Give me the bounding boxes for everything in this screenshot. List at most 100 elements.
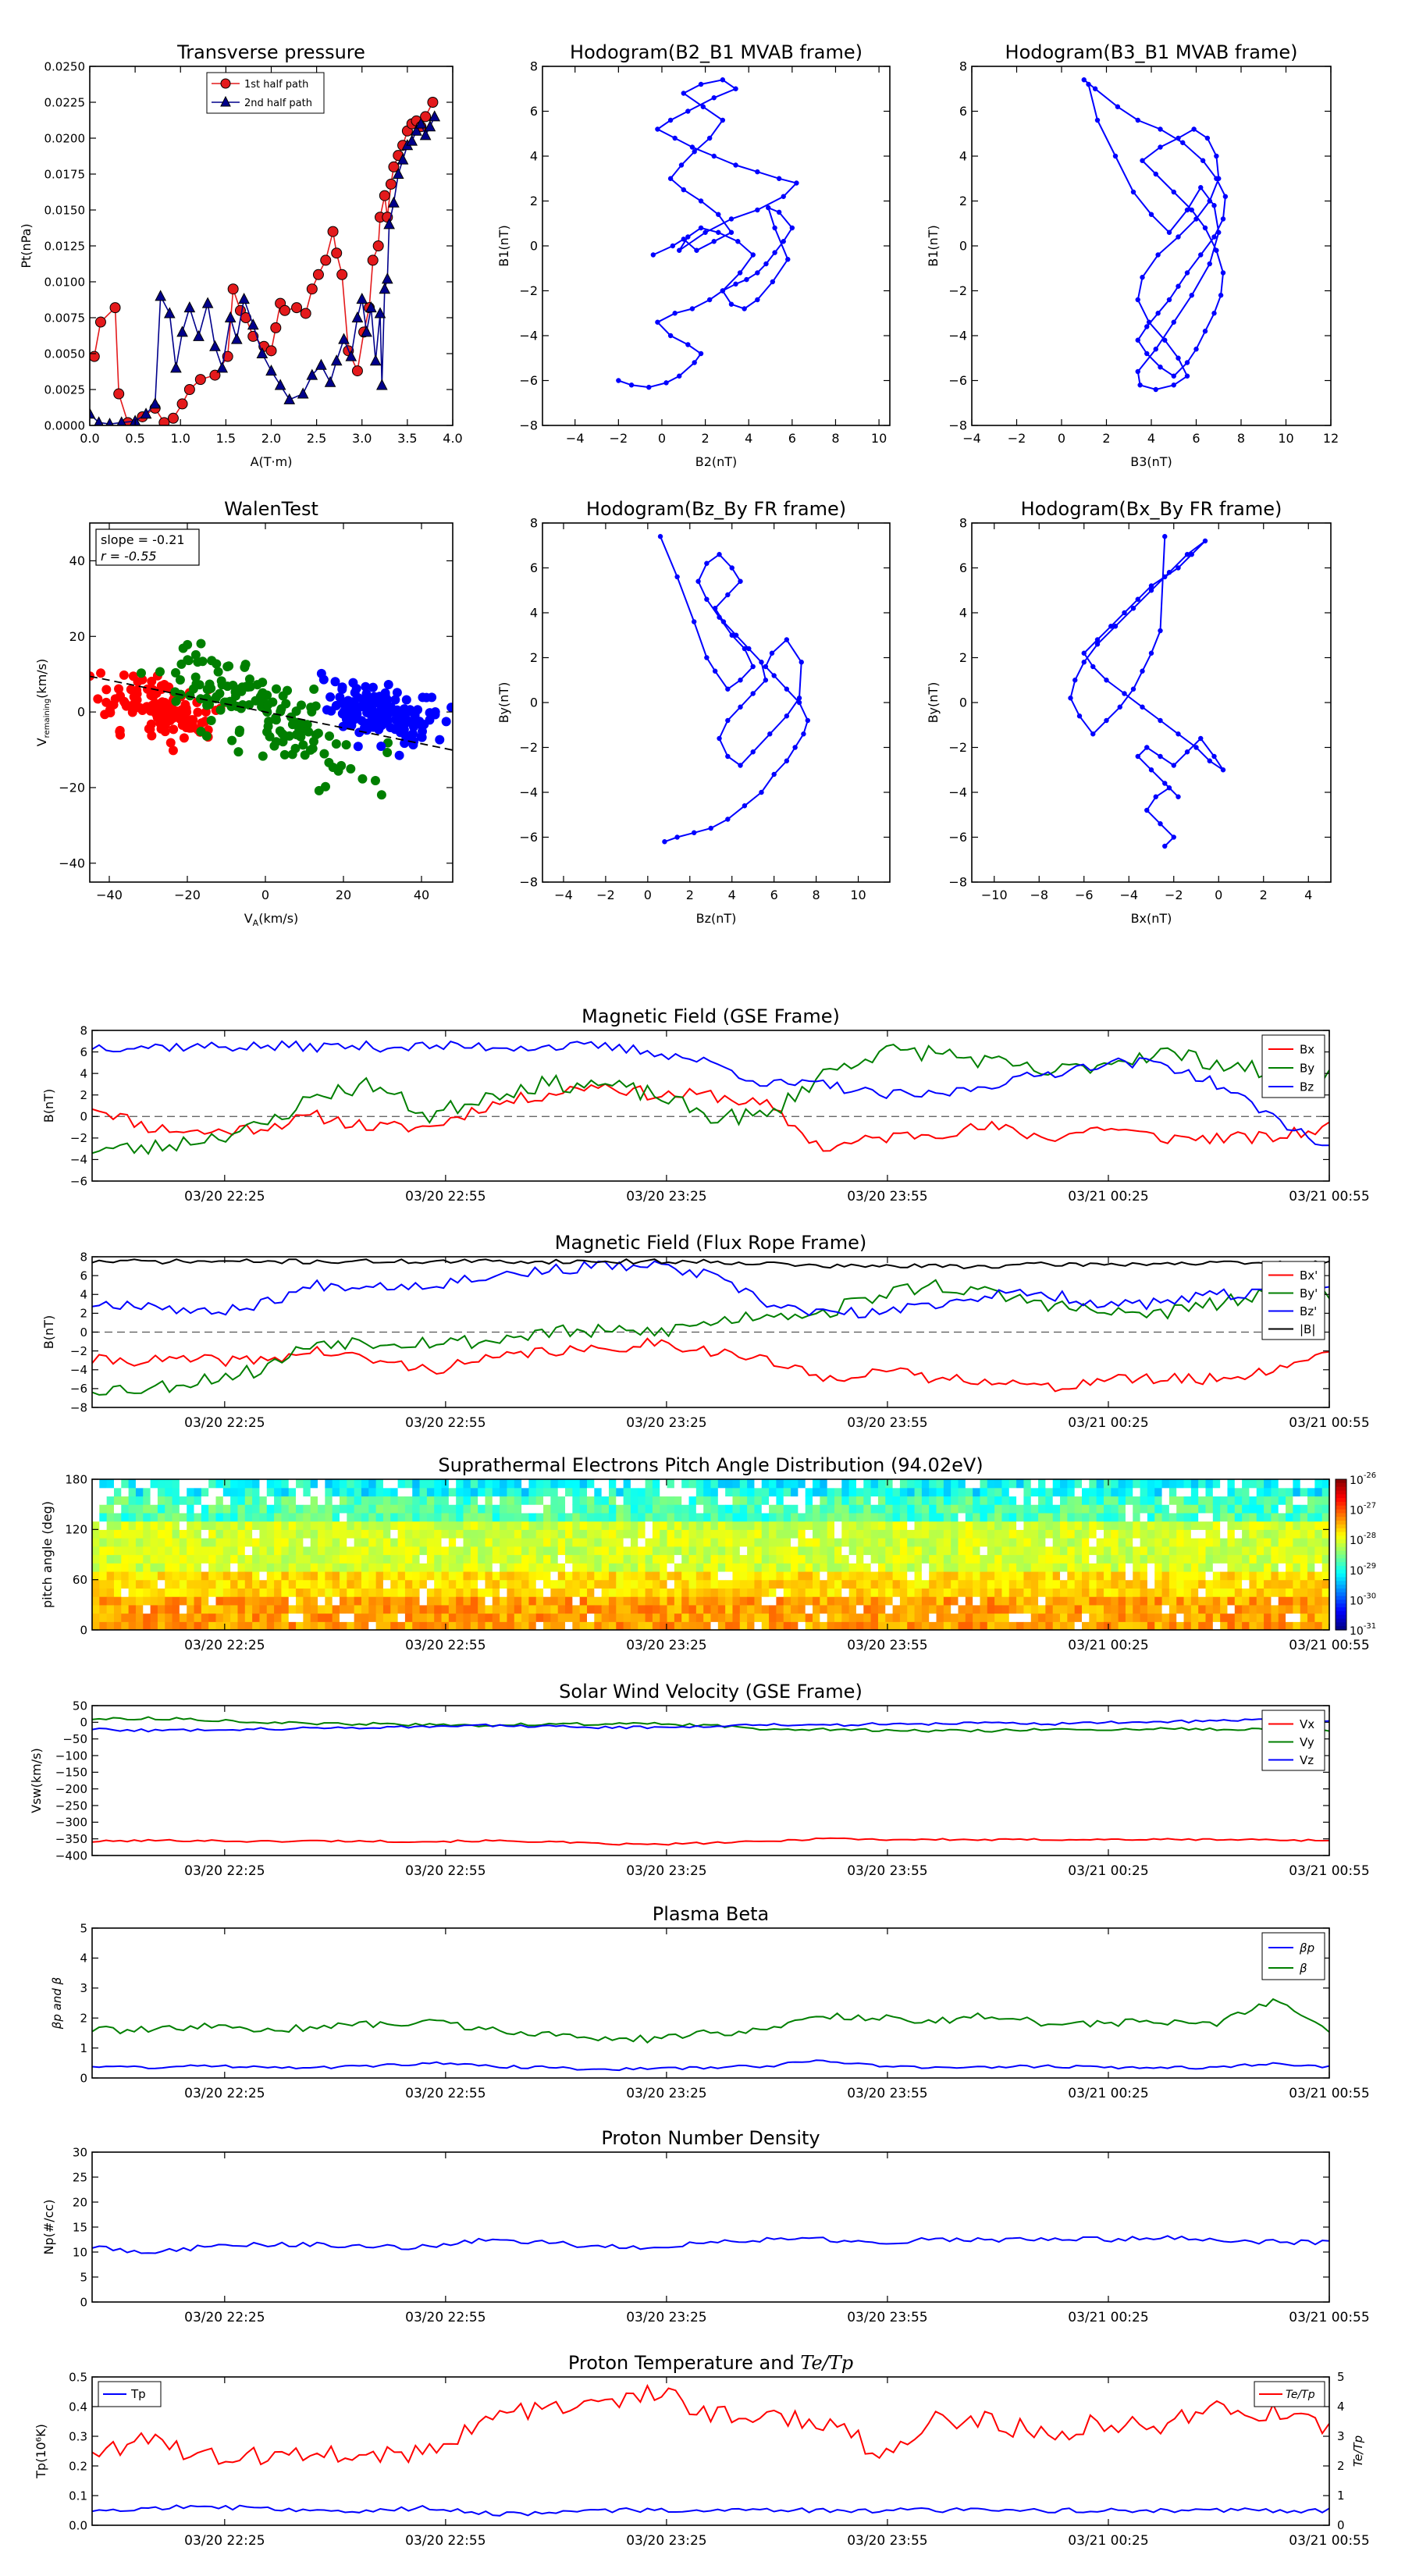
heatmap-cell [1118,1613,1126,1622]
heatmap-cell [143,1621,151,1630]
x-tick-label: 10 [1278,431,1293,446]
heatmap-cell [1286,1596,1293,1606]
heatmap-cell [259,1596,268,1606]
heatmap-cell [616,1579,624,1589]
y-tick-label: 0.0175 [44,167,86,181]
series-line [92,1083,1329,1152]
heatmap-cell [106,1538,115,1547]
heatmap-cell [820,1621,828,1630]
heatmap-cell [594,1579,603,1589]
heatmap-cell [660,1571,668,1581]
heatmap-cell [943,1563,951,1572]
heatmap-cell [638,1571,646,1581]
heatmap-cell [259,1604,268,1614]
y-tick-label: −2 [948,283,967,298]
heatmap-cell [834,1621,842,1630]
data-point [691,619,697,624]
heatmap-cell [99,1596,108,1606]
data-point [1220,216,1226,222]
heatmap-cell [863,1554,872,1564]
heatmap-cell [805,1496,813,1505]
heatmap-cell [877,1554,886,1564]
heatmap-cell [404,1538,413,1547]
heatmap-cell [1183,1529,1192,1539]
heatmap-cell [848,1512,857,1522]
x-tick-label: 03/20 22:25 [184,1189,265,1204]
heatmap-cell [695,1563,704,1572]
heatmap-cell [375,1579,384,1589]
heatmap-cell [354,1604,362,1614]
heatmap-cell [987,1613,995,1622]
heatmap-cell [113,1512,122,1522]
heatmap-cell [565,1496,573,1505]
panel-sw_velocity: Solar Wind Velocity (GSE Frame)−400−350−… [29,1681,1370,1879]
heatmap-cell [863,1479,872,1489]
heatmap-cell [92,1563,100,1572]
heatmap-cell [1256,1512,1264,1522]
heatmap-cell [1060,1571,1068,1581]
heatmap-cell [1103,1613,1112,1622]
heatmap-cell [834,1538,842,1547]
heatmap-cell [165,1496,173,1505]
heatmap-cell [877,1496,886,1505]
heatmap-cell [390,1496,399,1505]
data-point [309,684,319,694]
heatmap-cell [572,1538,581,1547]
heatmap-cell [1161,1546,1170,1556]
legend-label: Tp [130,2387,146,2401]
heatmap-cell [1307,1596,1315,1606]
heatmap-cell [375,1529,384,1539]
heatmap-cell [754,1621,763,1630]
chart-title: Hodogram(B2_B1 MVAB frame) [570,41,863,63]
heatmap-cell [623,1554,631,1564]
heatmap-cell [660,1521,668,1530]
heatmap-cell [1234,1496,1243,1505]
heatmap-cell [739,1504,748,1514]
heatmap-cell [92,1579,100,1589]
heatmap-cell [1307,1571,1315,1581]
heatmap-cell [1052,1529,1061,1539]
heatmap-cell [783,1529,791,1539]
heatmap-cell [340,1487,347,1497]
heatmap-cell [121,1571,130,1581]
heatmap-cell [347,1512,355,1522]
y-tick-label: 0.0225 [44,95,86,109]
heatmap-cell [725,1579,734,1589]
heatmap-cell [1016,1563,1025,1572]
colorbar-segment [1336,1585,1346,1589]
heatmap-cell [412,1596,421,1606]
data-point [771,771,777,777]
heatmap-cell [645,1512,653,1522]
heatmap-cell [354,1621,362,1630]
heatmap-cell [623,1621,631,1630]
heatmap-cell [973,1496,981,1505]
heatmap-cell [382,1613,391,1622]
heatmap-cell [266,1621,275,1630]
heatmap-cell [179,1546,187,1556]
heatmap-cell [1111,1563,1119,1572]
data-point [142,702,152,712]
heatmap-cell [863,1604,872,1614]
heatmap-cell [630,1538,638,1547]
heatmap-cell [987,1554,995,1564]
data-point [343,696,354,706]
heatmap-cell [1082,1529,1090,1539]
heatmap-cell [332,1496,340,1505]
heatmap-cell [1242,1604,1250,1614]
heatmap-cell [143,1479,151,1489]
heatmap-cell [739,1596,748,1606]
heatmap-cell [121,1613,130,1622]
heatmap-cell [441,1571,450,1581]
data-point [270,322,282,333]
data-point [424,120,436,132]
heatmap-cell [106,1596,115,1606]
heatmap-cell [958,1588,966,1597]
heatmap-cell [288,1538,297,1547]
heatmap-cell [739,1521,748,1530]
heatmap-cell [929,1546,937,1556]
heatmap-cell [426,1621,435,1630]
heatmap-cell [187,1563,195,1572]
heatmap-cell [587,1529,595,1539]
heatmap-cell [695,1613,704,1622]
heatmap-cell [303,1588,311,1597]
